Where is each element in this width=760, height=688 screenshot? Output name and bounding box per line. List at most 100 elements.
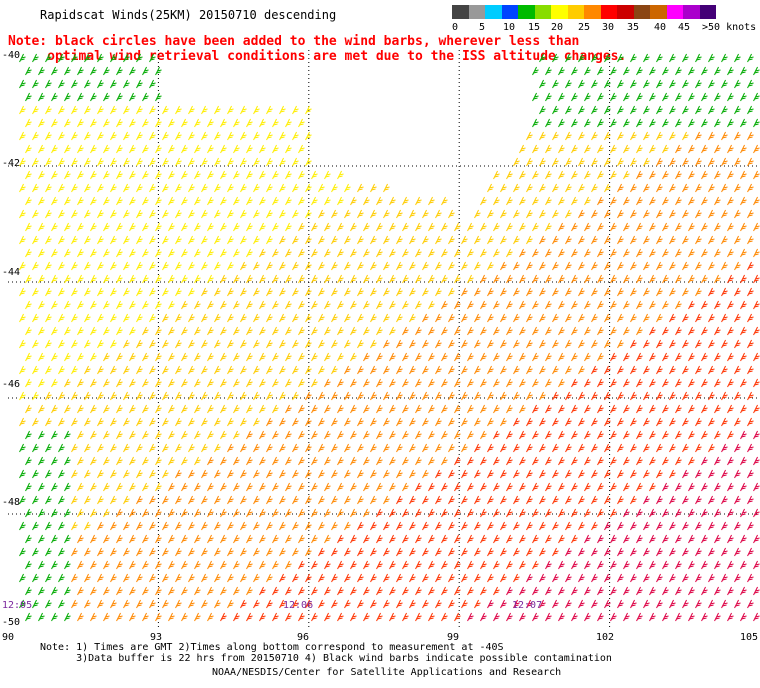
- wind-barb: [266, 365, 273, 375]
- wind-barb: [591, 521, 598, 531]
- wind-barb: [610, 170, 617, 180]
- wind-barb: [552, 105, 559, 115]
- wind-barb: [604, 105, 611, 115]
- wind-barb: [454, 612, 461, 622]
- wind-barb: [604, 417, 611, 427]
- wind-barb: [285, 248, 292, 258]
- wind-barb: [129, 508, 136, 518]
- wind-barb: [324, 508, 331, 518]
- wind-barb: [136, 495, 143, 505]
- wind-barb: [84, 131, 91, 141]
- wind-barb: [630, 261, 637, 271]
- wind-barb: [662, 66, 669, 76]
- wind-barb: [617, 391, 624, 401]
- wind-barb: [415, 482, 422, 492]
- wind-barb: [727, 482, 734, 492]
- wind-barb: [610, 352, 617, 362]
- wind-barb: [129, 482, 136, 492]
- wind-barb: [688, 144, 695, 154]
- wind-barb: [110, 131, 117, 141]
- wind-barb: [708, 573, 715, 583]
- lat-label-40: -40: [2, 50, 21, 61]
- wind-barb: [415, 196, 422, 206]
- wind-barb: [51, 274, 58, 284]
- wind-barb: [97, 469, 104, 479]
- wind-barb: [344, 469, 351, 479]
- wind-barb: [721, 53, 728, 63]
- wind-barb: [311, 274, 318, 284]
- wind-barb: [552, 313, 559, 323]
- wind-barb: [149, 521, 156, 531]
- wind-barb: [292, 105, 299, 115]
- wind-barb: [220, 300, 227, 310]
- wind-barb: [272, 560, 279, 570]
- wind-barb: [123, 53, 130, 63]
- wind-barb: [311, 170, 318, 180]
- wind-barb: [636, 92, 643, 102]
- wind-barb: [643, 443, 650, 453]
- wind-barb: [38, 352, 45, 362]
- wind-barb: [701, 326, 708, 336]
- wind-barb: [506, 196, 513, 206]
- wind-barb: [487, 495, 494, 505]
- wind-barb: [701, 248, 708, 258]
- wind-barb: [604, 443, 611, 453]
- wind-barb: [266, 339, 273, 349]
- wind-barb: [175, 547, 182, 557]
- wind-barb: [370, 573, 377, 583]
- wind-barb: [201, 521, 208, 531]
- wind-barb: [90, 352, 97, 362]
- wind-barb: [435, 547, 442, 557]
- wind-barb: [415, 534, 422, 544]
- wind-barb: [682, 417, 689, 427]
- wind-barb: [227, 521, 234, 531]
- wind-barb: [84, 391, 91, 401]
- wind-barb: [357, 313, 364, 323]
- wind-barb: [149, 339, 156, 349]
- wind-barb: [669, 339, 676, 349]
- wind-barb: [545, 144, 552, 154]
- wind-barb: [513, 235, 520, 245]
- wind-barb: [467, 248, 474, 258]
- wind-barb: [227, 105, 234, 115]
- wind-barb: [240, 261, 247, 271]
- wind-barb: [64, 196, 71, 206]
- wind-barb: [701, 92, 708, 102]
- wind-barb: [617, 599, 624, 609]
- wind-barb: [493, 196, 500, 206]
- wind-barb: [461, 417, 468, 427]
- wind-barb: [636, 352, 643, 362]
- wind-barb: [415, 378, 422, 388]
- wind-barb: [259, 378, 266, 388]
- wind-barb: [201, 547, 208, 557]
- wind-barb: [181, 560, 188, 570]
- wind-barb: [376, 248, 383, 258]
- wind-barb: [649, 378, 656, 388]
- wind-barb: [487, 287, 494, 297]
- wind-barb: [474, 339, 481, 349]
- wind-barb: [565, 79, 572, 89]
- wind-barb: [292, 391, 299, 401]
- wind-barb: [337, 404, 344, 414]
- wind-barb: [396, 235, 403, 245]
- wind-barb: [675, 300, 682, 310]
- wind-barb: [233, 274, 240, 284]
- wind-barb: [376, 274, 383, 284]
- wind-barb: [370, 547, 377, 557]
- wind-barb: [558, 274, 565, 284]
- wind-barb: [571, 404, 578, 414]
- wind-barb: [428, 586, 435, 596]
- wind-barb: [578, 391, 585, 401]
- wind-barb: [331, 495, 338, 505]
- wind-barb: [337, 170, 344, 180]
- wind-barb: [19, 495, 26, 505]
- wind-barb: [77, 144, 84, 154]
- wind-barb: [142, 222, 149, 232]
- wind-barb: [324, 326, 331, 336]
- wind-barb: [45, 391, 52, 401]
- wind-barb: [448, 521, 455, 531]
- wind-barb: [64, 248, 71, 258]
- wind-barb: [747, 287, 754, 297]
- wind-barb: [487, 391, 494, 401]
- wind-barb: [84, 53, 91, 63]
